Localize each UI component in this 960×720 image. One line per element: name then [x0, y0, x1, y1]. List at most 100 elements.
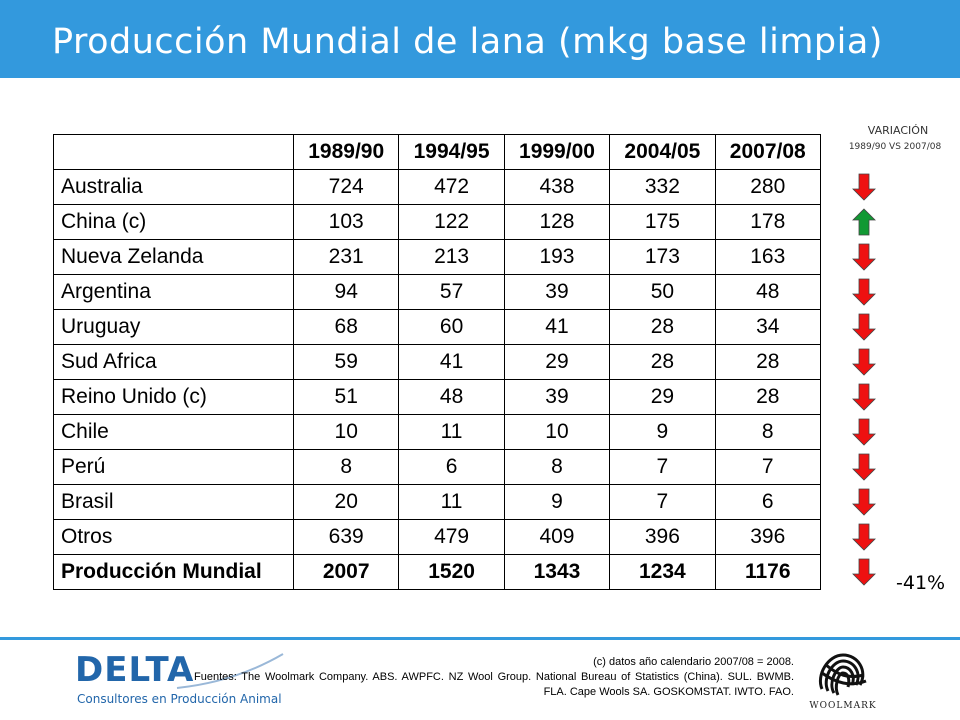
- value-cell: 41: [503, 309, 611, 345]
- country-cell: Producción Mundial: [53, 554, 294, 590]
- variation-title: VARIACIÓN: [867, 124, 929, 137]
- value-cell: 6: [398, 449, 505, 485]
- title-bar: Producción Mundial de lana (mkg base lim…: [0, 0, 960, 78]
- value-cell: 332: [609, 169, 716, 205]
- arrow-down-icon: [852, 418, 876, 446]
- table-row: Brasil 20 11 9 7 6: [53, 484, 821, 520]
- value-cell: 103: [292, 204, 400, 240]
- table-row: Perú 8 6 8 7 7: [53, 449, 821, 485]
- value-cell: 9: [609, 414, 716, 450]
- value-cell: 7: [714, 449, 821, 485]
- value-cell: 68: [292, 309, 400, 345]
- value-cell: 60: [398, 309, 505, 345]
- country-cell: Brasil: [53, 484, 294, 520]
- value-cell: 7: [609, 449, 716, 485]
- value-cell: 10: [503, 414, 611, 450]
- value-cell: 1343: [503, 554, 611, 590]
- value-cell: 20: [292, 484, 400, 520]
- value-cell: 2007: [292, 554, 400, 590]
- value-cell: 57: [398, 274, 505, 310]
- table-row: Australia 724 472 438 332 280: [53, 169, 821, 205]
- value-cell: 178: [714, 204, 821, 240]
- value-cell: 28: [609, 344, 716, 380]
- footnote-note: (c) datos año calendario 2007/08 = 2008.: [593, 656, 794, 668]
- value-cell: 41: [398, 344, 505, 380]
- swoosh-icon: [176, 653, 284, 689]
- value-cell: 48: [714, 274, 821, 310]
- value-cell: 128: [503, 204, 611, 240]
- value-cell: 28: [714, 379, 821, 415]
- arrow-down-icon: [852, 488, 876, 516]
- table-row: China (c) 103 122 128 175 178: [53, 204, 821, 240]
- value-cell: 34: [714, 309, 821, 345]
- table-row: Argentina 94 57 39 50 48: [53, 274, 821, 310]
- value-cell: 11: [398, 414, 505, 450]
- value-cell: 175: [609, 204, 716, 240]
- delta-logo-tagline: Consultores en Producción Animal: [77, 692, 282, 706]
- arrow-down-icon: [852, 278, 876, 306]
- value-cell: 409: [503, 519, 611, 555]
- arrow-down-icon: [852, 173, 876, 201]
- value-cell: 29: [609, 379, 716, 415]
- arrow-down-icon: [852, 558, 876, 586]
- value-cell: 280: [714, 169, 821, 205]
- value-cell: 29: [503, 344, 611, 380]
- value-cell: 479: [398, 519, 505, 555]
- country-cell: Uruguay: [53, 309, 294, 345]
- arrow-up-icon: [852, 208, 876, 236]
- value-cell: 122: [398, 204, 505, 240]
- header-corner-cell: [53, 134, 294, 170]
- value-cell: 639: [292, 519, 400, 555]
- column-header: 1989/90: [292, 134, 400, 170]
- arrow-down-icon: [852, 313, 876, 341]
- country-cell: Otros: [53, 519, 294, 555]
- delta-logo-word: DELTA: [75, 650, 195, 690]
- country-cell: China (c): [53, 204, 294, 240]
- value-cell: 48: [398, 379, 505, 415]
- value-cell: 10: [292, 414, 400, 450]
- value-cell: 8: [714, 414, 821, 450]
- table-row: Sud Africa 59 41 29 28 28: [53, 344, 821, 380]
- footnote-sources: Fuentes: The Woolmark Company. ABS. AWPF…: [194, 671, 794, 698]
- country-cell: Argentina: [53, 274, 294, 310]
- value-cell: 1234: [609, 554, 716, 590]
- table-row: Otros 639 479 409 396 396: [53, 519, 821, 555]
- country-cell: Chile: [53, 414, 294, 450]
- value-cell: 163: [714, 239, 821, 275]
- value-cell: 39: [503, 379, 611, 415]
- production-table: 1989/90 1994/95 1999/00 2004/05 2007/08 …: [53, 134, 821, 590]
- total-change: -41%: [896, 572, 946, 594]
- column-header: 1994/95: [398, 134, 505, 170]
- value-cell: 59: [292, 344, 400, 380]
- arrow-down-icon: [852, 243, 876, 271]
- value-cell: 724: [292, 169, 400, 205]
- value-cell: 50: [609, 274, 716, 310]
- country-cell: Australia: [53, 169, 294, 205]
- table-row: Uruguay 68 60 41 28 34: [53, 309, 821, 345]
- woolmark-word: WOOLMARK: [809, 701, 877, 711]
- value-cell: 28: [609, 309, 716, 345]
- country-cell: Reino Unido (c): [53, 379, 294, 415]
- value-cell: 94: [292, 274, 400, 310]
- arrow-down-icon: [852, 383, 876, 411]
- value-cell: 9: [503, 484, 611, 520]
- value-cell: 11: [398, 484, 505, 520]
- value-cell: 1176: [714, 554, 821, 590]
- page-title: Producción Mundial de lana (mkg base lim…: [52, 22, 883, 62]
- value-cell: 396: [609, 519, 716, 555]
- value-cell: 438: [503, 169, 611, 205]
- total-row: Producción Mundial 2007 1520 1343 1234 1176: [53, 554, 821, 590]
- value-cell: 39: [503, 274, 611, 310]
- value-cell: 173: [609, 239, 716, 275]
- column-header: 2004/05: [609, 134, 716, 170]
- country-cell: Perú: [53, 449, 294, 485]
- value-cell: 28: [714, 344, 821, 380]
- value-cell: 396: [714, 519, 821, 555]
- value-cell: 472: [398, 169, 505, 205]
- column-header: 1999/00: [503, 134, 611, 170]
- table-row: Nueva Zelanda 231 213 193 173 163: [53, 239, 821, 275]
- delta-logo: DELTA Consultores en Producción Animal: [75, 650, 305, 712]
- arrow-down-icon: [852, 523, 876, 551]
- column-header: 2007/08: [714, 134, 821, 170]
- value-cell: 8: [292, 449, 400, 485]
